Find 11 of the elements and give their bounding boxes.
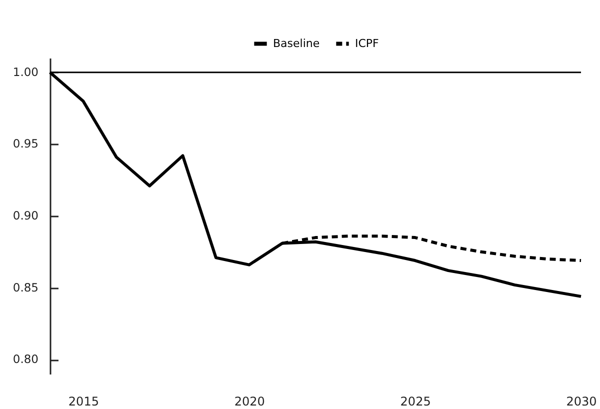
legend-label: Baseline [273,36,320,50]
legend-label: ICPF [355,36,379,50]
x-tick-label: 2030 [566,394,597,408]
y-tick-label: 0.80 [12,352,38,366]
x-tick-label: 2015 [68,394,99,408]
y-tick-label: 1.00 [12,64,38,79]
y-tick-label: 0.85 [12,280,38,294]
y-tick-label: 0.90 [12,208,38,222]
y-tick-label: 0.95 [12,136,38,151]
x-tick-label: 2025 [400,394,431,408]
x-tick-label: 2020 [234,394,265,408]
